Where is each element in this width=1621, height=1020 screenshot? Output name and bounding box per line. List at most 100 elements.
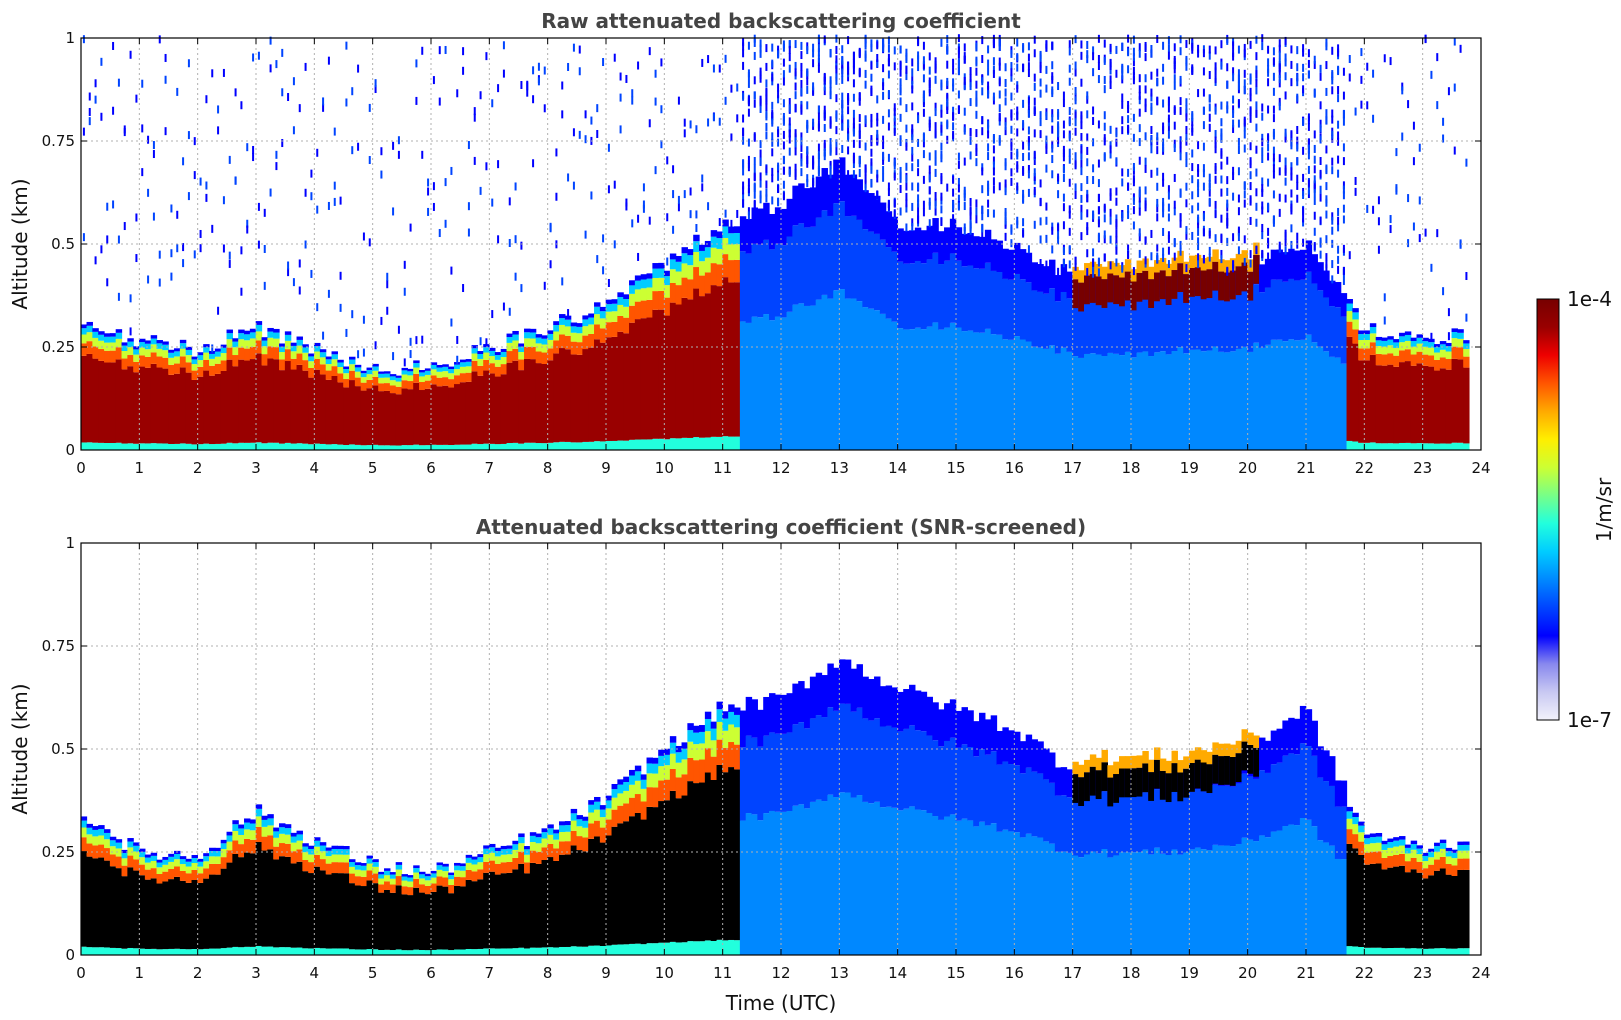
- heatmap-column: [635, 766, 641, 955]
- heatmap-column: [536, 63, 542, 450]
- heatmap-column: [944, 703, 950, 955]
- heatmap-column: [1096, 35, 1102, 450]
- heatmap-column: [658, 58, 664, 450]
- heatmap-column: [991, 715, 997, 955]
- heatmap-column: [279, 823, 285, 955]
- heatmap-column: [600, 805, 606, 955]
- heatmap-column: [950, 59, 956, 450]
- heatmap-column: [413, 59, 419, 450]
- heatmap-column: [297, 831, 303, 955]
- heatmap-column: [425, 874, 431, 955]
- heatmap-column: [81, 35, 87, 450]
- heatmap-column: [291, 833, 297, 955]
- heatmap-column: [1335, 780, 1341, 955]
- heatmap-column: [1037, 741, 1043, 955]
- heatmap-column: [1032, 739, 1038, 955]
- heatmap-column: [1067, 40, 1073, 450]
- heatmap-column: [845, 660, 851, 955]
- heatmap-column: [244, 818, 250, 955]
- heatmap-column: [454, 863, 460, 955]
- heatmap-column: [1452, 38, 1458, 450]
- heatmap-column: [483, 52, 489, 450]
- heatmap-column: [1271, 731, 1277, 955]
- heatmap-column: [956, 711, 962, 955]
- heatmap-column: [582, 817, 588, 955]
- heatmap-column: [1422, 35, 1428, 450]
- x-tick-label: 19: [1180, 964, 1199, 982]
- panel-snr-y-ticks: 0 0.25 0.5 0.75 1: [42, 534, 1481, 964]
- heatmap-column: [1032, 36, 1038, 450]
- heatmap-column: [1440, 118, 1446, 450]
- heatmap-column: [1405, 100, 1411, 450]
- heatmap-column: [932, 702, 938, 955]
- heatmap-column: [501, 41, 507, 450]
- heatmap-column: [600, 58, 606, 450]
- heatmap-column: [903, 49, 909, 450]
- heatmap-column: [238, 101, 244, 450]
- heatmap-column: [1277, 729, 1283, 955]
- x-tick-label: 2: [193, 459, 203, 477]
- heatmap-column: [792, 684, 798, 955]
- heatmap-column: [670, 736, 676, 955]
- heatmap-column: [903, 689, 909, 955]
- heatmap-column: [775, 46, 781, 450]
- x-tick-label: 5: [368, 459, 378, 477]
- heatmap-column: [1323, 750, 1329, 955]
- heatmap-column: [87, 93, 93, 450]
- heatmap-column: [1323, 39, 1329, 450]
- heatmap-column: [332, 128, 338, 450]
- heatmap-column: [425, 179, 431, 450]
- heatmap-column: [460, 863, 466, 955]
- heatmap-column: [1212, 742, 1218, 955]
- heatmap-column: [472, 857, 478, 955]
- heatmap-column: [378, 147, 384, 450]
- heatmap-column: [1201, 45, 1207, 450]
- heatmap-column: [192, 137, 198, 450]
- y-tick-label: 0.75: [42, 132, 75, 150]
- heatmap-column: [1236, 46, 1242, 450]
- heatmap-column: [1247, 733, 1253, 955]
- heatmap-column: [612, 784, 618, 955]
- heatmap-column: [1370, 833, 1376, 955]
- heatmap-column: [868, 679, 874, 955]
- x-tick-label: 4: [310, 459, 320, 477]
- heatmap-column: [746, 42, 752, 450]
- heatmap-column: [332, 846, 338, 955]
- heatmap-column: [442, 864, 448, 955]
- heatmap-column: [775, 695, 781, 955]
- heatmap-column: [612, 54, 618, 450]
- heatmap-column: [997, 35, 1003, 450]
- panel-raw-title: Raw attenuated backscattering coefficien…: [541, 9, 1021, 33]
- heatmap-column: [606, 796, 612, 955]
- heatmap-column: [542, 67, 548, 450]
- heatmap-column: [827, 49, 833, 450]
- panel-snr-title: Attenuated backscattering coefficient (S…: [476, 515, 1086, 539]
- heatmap-column: [1317, 746, 1323, 955]
- heatmap-column: [617, 73, 623, 450]
- heatmap-column: [378, 872, 384, 955]
- heatmap-column: [717, 702, 723, 955]
- heatmap-column: [1405, 845, 1411, 955]
- heatmap-column: [244, 143, 250, 450]
- heatmap-column: [209, 69, 215, 450]
- heatmap-column: [571, 44, 577, 450]
- y-tick-label: 0.75: [42, 637, 75, 655]
- heatmap-column: [1329, 47, 1335, 450]
- heatmap-column: [1078, 765, 1084, 955]
- x-tick-label: 11: [713, 459, 732, 477]
- heatmap-column: [1072, 762, 1078, 955]
- x-tick-label: 8: [543, 459, 553, 477]
- heatmap-column: [542, 828, 548, 955]
- heatmap-column: [1259, 738, 1265, 955]
- heatmap-column: [1102, 750, 1108, 955]
- heatmap-column: [355, 65, 361, 450]
- heatmap-column: [915, 691, 921, 955]
- heatmap-column: [792, 40, 798, 450]
- heatmap-column: [1247, 41, 1253, 450]
- heatmap-column: [763, 44, 769, 450]
- heatmap-column: [116, 79, 122, 450]
- heatmap-column: [1043, 40, 1049, 450]
- heatmap-column: [133, 95, 139, 450]
- x-tick-label: 15: [946, 459, 965, 477]
- x-tick-label: 2: [193, 964, 203, 982]
